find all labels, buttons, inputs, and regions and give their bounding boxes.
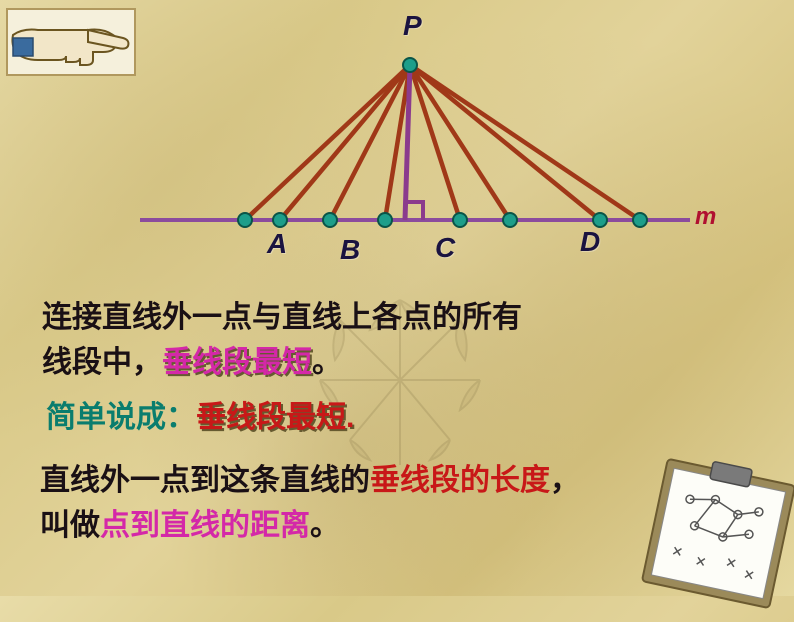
point-label-b: B: [340, 234, 360, 266]
text: ，: [550, 464, 580, 497]
perpendicular-diagram: P A B C D m: [130, 10, 710, 270]
point-label-c: C: [435, 232, 455, 264]
highlight-red: 垂线段的长度: [370, 464, 550, 497]
text-teal: 简单说成：: [46, 401, 196, 434]
pointing-hand-decoration: [6, 8, 136, 76]
point-label-d: D: [580, 226, 600, 258]
point-label-p: P: [403, 10, 422, 42]
text: 叫做: [40, 509, 100, 542]
line-label-m: m: [695, 203, 716, 231]
point-label-a: A: [267, 228, 287, 260]
text: 连接直线外一点与直线上各点的所有: [42, 301, 522, 334]
definition-distance: 直线外一点到这条直线的垂线段的长度， 叫做点到直线的距离。: [40, 458, 580, 548]
text: 直线外一点到这条直线的: [40, 464, 370, 497]
highlight-red: 垂线段最短.: [196, 401, 354, 434]
theorem-statement: 连接直线外一点与直线上各点的所有 线段中，垂线段最短。: [42, 295, 522, 385]
highlight-perpendicular-shortest: 垂线段最短: [162, 346, 312, 379]
text: 。: [312, 346, 342, 379]
highlight-magenta: 点到直线的距离: [100, 509, 310, 542]
text: 。: [310, 509, 340, 542]
text: 线段中，: [42, 346, 162, 379]
theorem-short: 简单说成：垂线段最短.: [46, 395, 354, 440]
